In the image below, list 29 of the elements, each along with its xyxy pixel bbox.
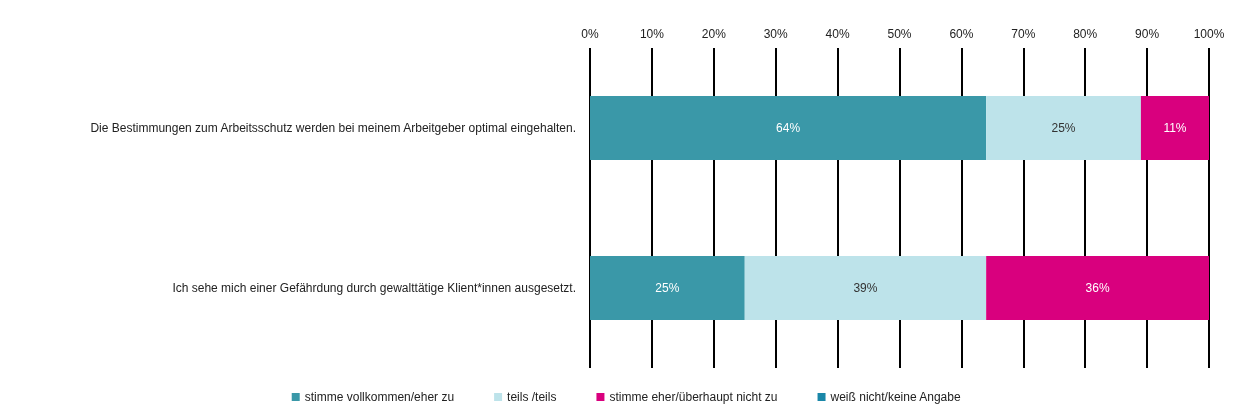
x-tick-label: 20% (701, 27, 727, 41)
data-label: 36% (1085, 281, 1110, 295)
x-tick-label: 90% (1135, 27, 1160, 41)
data-label: 39% (853, 281, 878, 295)
bar (986, 256, 1209, 320)
data-label: 25% (1051, 121, 1076, 135)
data-label: 25% (655, 281, 680, 295)
bar (986, 96, 1141, 160)
legend-label: teils /teils (507, 390, 557, 404)
bar (744, 256, 987, 320)
y-tick-label: Ich sehe mich einer Gefährdung durch gewalttätige Klient*innen ausgesetzt. (172, 281, 576, 295)
x-tick-label: 50% (887, 27, 912, 41)
data-label: 11% (1163, 121, 1187, 135)
bar (1140, 96, 1209, 160)
x-tick-label: 10% (639, 27, 665, 41)
data-label: 64% (776, 121, 801, 135)
legend-label: stimme eher/überhaupt nicht zu (609, 390, 778, 404)
x-tick-label: 40% (825, 27, 850, 41)
x-tick-label: 0% (581, 27, 599, 41)
x-tick-label: 100% (1193, 27, 1225, 41)
legend-label: weiß nicht/keine Angabe (829, 390, 961, 404)
y-tick-label: Die Bestimmungen zum Arbeitsschutz werden bei meinem Arbeitgeber optimal eingehalten. (90, 121, 576, 135)
x-tick-label: 80% (1073, 27, 1098, 41)
x-tick-label: 70% (1011, 27, 1036, 41)
x-tick-label: 60% (949, 27, 974, 41)
legend-label: stimme vollkommen/eher zu (304, 390, 455, 404)
bar (590, 96, 987, 160)
bar (590, 256, 745, 320)
x-tick-label: 30% (763, 27, 789, 41)
